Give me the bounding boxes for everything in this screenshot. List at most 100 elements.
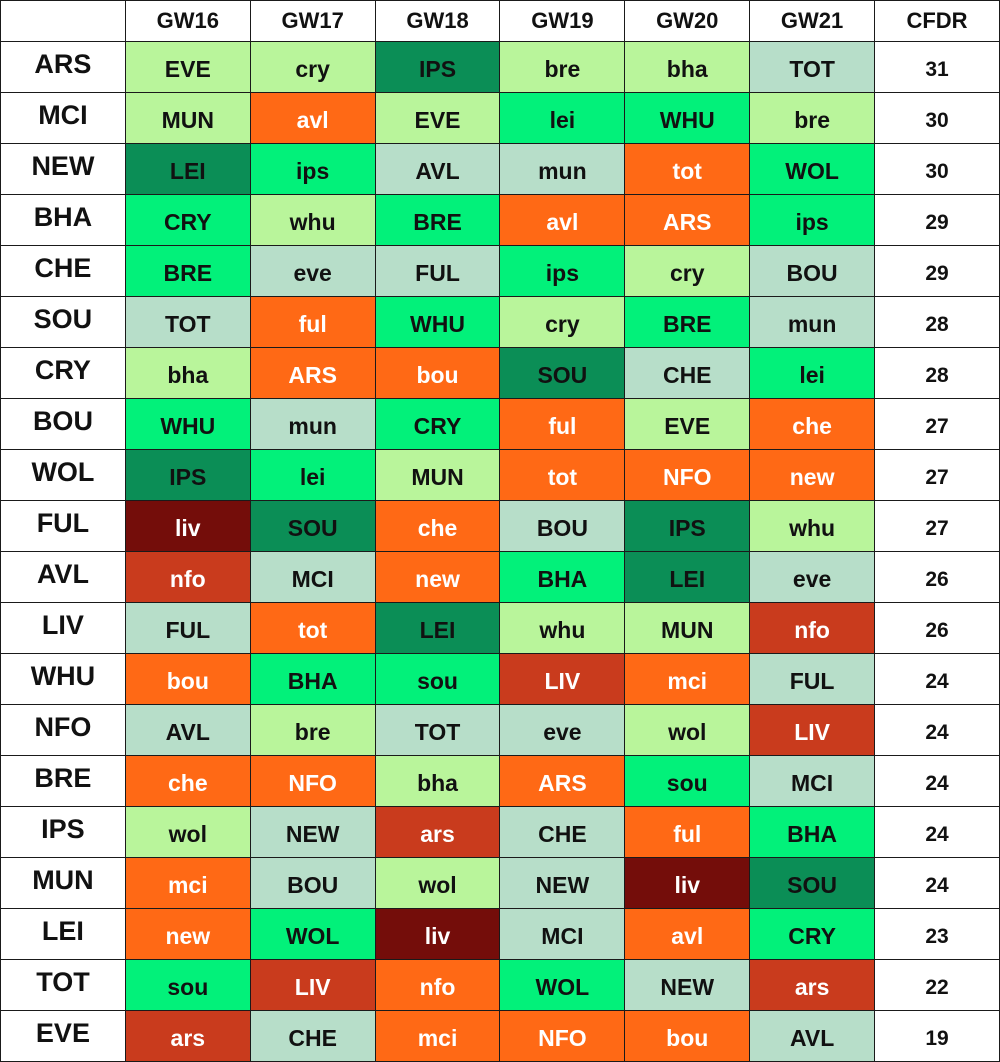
cfdr-value-cell: 29	[874, 194, 1000, 246]
fixture-cell: WHU	[374, 296, 501, 348]
fixture-cell: NEW	[624, 959, 751, 1011]
team-name-cell: SOU	[0, 296, 126, 348]
fixture-cell: new	[124, 908, 251, 960]
fixture-cell: NEW	[499, 857, 626, 909]
fixture-cell: cry	[624, 245, 751, 297]
header-gw21: GW21	[749, 0, 876, 42]
team-name-cell: LEI	[0, 908, 126, 960]
fixture-cell: mci	[374, 1010, 501, 1062]
table-row: AVL nfo MCI new BHA LEI eve 26	[0, 551, 1000, 603]
fixture-cell: eve	[749, 551, 876, 603]
table-row: EVE ars CHE mci NFO bou AVL 19	[0, 1010, 1000, 1062]
fixture-cell: WHU	[124, 398, 251, 450]
fixture-cell: BRE	[124, 245, 251, 297]
cfdr-value-cell: 31	[874, 41, 1000, 93]
fixture-cell: CHE	[624, 347, 751, 399]
fixture-cell: mci	[624, 653, 751, 705]
header-gw16: GW16	[124, 0, 251, 42]
cfdr-value-cell: 26	[874, 602, 1000, 654]
header-gw17: GW17	[249, 0, 376, 42]
fixture-cell: whu	[249, 194, 376, 246]
fixture-cell: liv	[124, 500, 251, 552]
fixture-cell: MCI	[749, 755, 876, 807]
cfdr-value-cell: 28	[874, 347, 1000, 399]
table-body: ARS EVE cry IPS bre bha TOT 31 MCI MUN avl EVE lei WH…	[0, 41, 1000, 1062]
header-gw20: GW20	[624, 0, 751, 42]
fixture-cell: LEI	[374, 602, 501, 654]
header-gw18: GW18	[374, 0, 501, 42]
fixture-cell: bre	[499, 41, 626, 93]
fixture-cell: CHE	[499, 806, 626, 858]
team-name-cell: NEW	[0, 143, 126, 195]
fixture-cell: tot	[499, 449, 626, 501]
table-row: IPS wol NEW ars CHE ful BHA 24	[0, 806, 1000, 858]
table-row: NFO AVL bre TOT eve wol LIV 24	[0, 704, 1000, 756]
team-name-cell: EVE	[0, 1010, 126, 1062]
fixture-cell: sou	[124, 959, 251, 1011]
fixture-cell: IPS	[374, 41, 501, 93]
team-name-cell: IPS	[0, 806, 126, 858]
fixture-cell: che	[124, 755, 251, 807]
fixture-cell: FUL	[749, 653, 876, 705]
fixture-cell: ars	[124, 1010, 251, 1062]
cfdr-value-cell: 27	[874, 500, 1000, 552]
team-name-cell: BOU	[0, 398, 126, 450]
team-name-cell: MCI	[0, 92, 126, 144]
table-row: WHU bou BHA sou LIV mci FUL 24	[0, 653, 1000, 705]
fixture-cell: wol	[124, 806, 251, 858]
fixture-cell: tot	[249, 602, 376, 654]
fixture-cell: BHA	[249, 653, 376, 705]
fixture-cell: AVL	[124, 704, 251, 756]
fixture-cell: lei	[499, 92, 626, 144]
fixture-cell: new	[374, 551, 501, 603]
fixture-cell: WOL	[499, 959, 626, 1011]
header-cfdr: CFDR	[874, 0, 1000, 42]
header-row: GW16 GW17 GW18 GW19 GW20 GW21 CFDR	[0, 0, 1000, 42]
fixture-cell: ARS	[499, 755, 626, 807]
table-row: CRY bha ARS bou SOU CHE lei 28	[0, 347, 1000, 399]
fixture-cell: WOL	[249, 908, 376, 960]
fixture-cell: ful	[249, 296, 376, 348]
fixture-cell: FUL	[124, 602, 251, 654]
fixture-cell: AVL	[749, 1010, 876, 1062]
fixture-cell: MUN	[124, 92, 251, 144]
fixture-cell: bou	[374, 347, 501, 399]
fixture-cell: ful	[499, 398, 626, 450]
fixture-cell: CRY	[749, 908, 876, 960]
table-row: BRE che NFO bha ARS sou MCI 24	[0, 755, 1000, 807]
fixture-cell: CHE	[249, 1010, 376, 1062]
cfdr-value-cell: 24	[874, 653, 1000, 705]
table-row: MCI MUN avl EVE lei WHU bre 30	[0, 92, 1000, 144]
fixture-cell: bou	[624, 1010, 751, 1062]
team-name-cell: NFO	[0, 704, 126, 756]
fixture-cell: liv	[374, 908, 501, 960]
fixture-cell: sou	[374, 653, 501, 705]
team-name-cell: WHU	[0, 653, 126, 705]
header-gw19: GW19	[499, 0, 626, 42]
fixture-cell: eve	[249, 245, 376, 297]
corner-cell	[0, 0, 126, 42]
fixture-cell: IPS	[624, 500, 751, 552]
fixture-cell: ful	[624, 806, 751, 858]
fixture-cell: LIV	[749, 704, 876, 756]
fixture-cell: bha	[624, 41, 751, 93]
fixture-cell: che	[749, 398, 876, 450]
cfdr-value-cell: 30	[874, 143, 1000, 195]
fixture-cell: lei	[749, 347, 876, 399]
fixture-cell: BOU	[749, 245, 876, 297]
fixture-cell: EVE	[124, 41, 251, 93]
fixture-cell: bha	[374, 755, 501, 807]
table-row: LIV FUL tot LEI whu MUN nfo 26	[0, 602, 1000, 654]
fixture-cell: mci	[124, 857, 251, 909]
fixture-cell: EVE	[624, 398, 751, 450]
table-row: BOU WHU mun CRY ful EVE che 27	[0, 398, 1000, 450]
fixture-cell: CRY	[124, 194, 251, 246]
fixture-cell: MUN	[374, 449, 501, 501]
fixture-cell: LIV	[499, 653, 626, 705]
fixture-cell: NEW	[249, 806, 376, 858]
fixture-cell: nfo	[124, 551, 251, 603]
fixture-cell: nfo	[749, 602, 876, 654]
table-row: ARS EVE cry IPS bre bha TOT 31	[0, 41, 1000, 93]
table-row: TOT sou LIV nfo WOL NEW ars 22	[0, 959, 1000, 1011]
